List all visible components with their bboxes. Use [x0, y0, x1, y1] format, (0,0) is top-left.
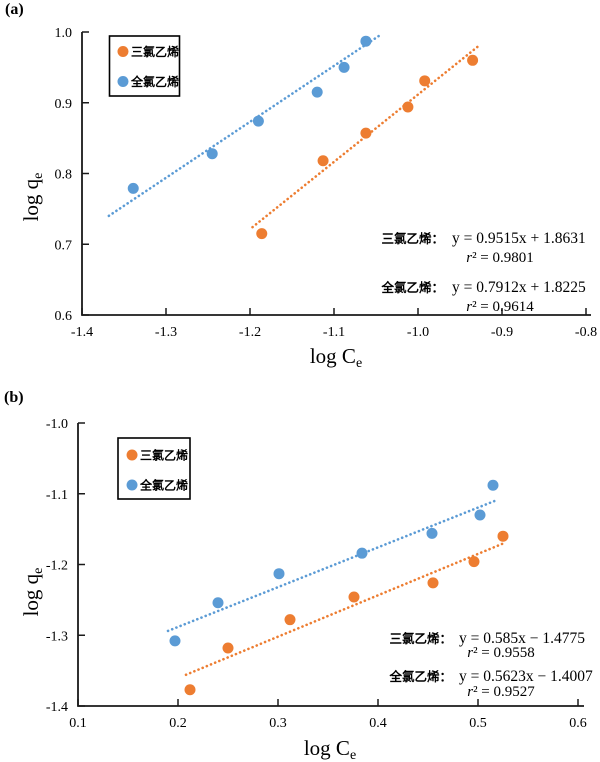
- data-point-series-0: [360, 127, 372, 139]
- data-point-series-0: [348, 591, 360, 603]
- x-tick-label: -0.8: [575, 325, 597, 340]
- legend-marker: [117, 76, 129, 87]
- annotation-r2: r² = 0.9801: [466, 250, 534, 266]
- data-point-series-0: [284, 614, 296, 626]
- trendline-series-0: [184, 540, 508, 677]
- data-point-series-1: [169, 635, 181, 647]
- y-tick-label: 0.7: [55, 238, 73, 253]
- y-tick-label: -1.3: [46, 629, 68, 644]
- x-tick-label: 0.3: [269, 716, 287, 731]
- legend-label: 三氯乙烯: [140, 448, 188, 463]
- annotation-r2: r² = 0.9558: [467, 645, 535, 661]
- scatter-plot-a: -1.4 -1.3 -1.2 -1.1 -1.0 -0.9 -0.8 0.6 0.7 0.8 0.9…: [19, 26, 597, 371]
- x-tick-label: -1.2: [239, 325, 261, 340]
- y-tick-label: -1.4: [46, 700, 68, 715]
- x-tick-label: -1.1: [323, 325, 345, 340]
- y-tick-label: -1.2: [46, 559, 68, 574]
- data-point-series-0: [222, 642, 234, 654]
- scatter-plot-b: 0.1 0.2 0.3 0.4 0.5 0.6 -1.4 -1.3 -1.2 -1.1 -1.0 lo…: [19, 417, 593, 762]
- annotation-r2: r² = 0.9614: [466, 299, 534, 315]
- data-point-series-1: [474, 509, 486, 521]
- annotation-equation: y = 0.585x − 1.4775: [459, 630, 585, 647]
- y-tick-label: -1.1: [46, 488, 68, 503]
- y-axis-title: log qe: [19, 173, 46, 222]
- trendline-series-1: [107, 32, 384, 218]
- y-axis-title: log qe: [19, 568, 46, 617]
- data-point-series-1: [338, 61, 350, 73]
- x-tick-label: -1.4: [71, 325, 93, 340]
- data-point-series-0: [402, 101, 414, 113]
- chart-panel-b: 0.1 0.2 0.3 0.4 0.5 0.6 -1.4 -1.3 -1.2 -1.1 -1.0 lo…: [0, 372, 600, 762]
- annotation-r2: r² = 0.9527: [467, 684, 535, 700]
- y-tick-label: 0.6: [55, 309, 73, 324]
- data-point-series-1: [311, 86, 323, 98]
- y-tick-label: -1.0: [46, 417, 68, 432]
- x-tick-label: 0.1: [69, 716, 87, 731]
- panel-label-b: (b): [4, 389, 24, 406]
- annotation-series-label: 全氯乙烯：: [388, 669, 452, 684]
- legend-box: [108, 35, 181, 97]
- annotation-equation: y = 0.7912x + 1.8225: [452, 279, 586, 296]
- data-point-series-1: [356, 547, 368, 559]
- panel-label-a: (a): [5, 1, 24, 18]
- data-point-series-0: [427, 577, 439, 589]
- data-point-series-0: [497, 530, 509, 542]
- legend-marker: [117, 46, 129, 57]
- x-tick-label: -0.9: [491, 325, 513, 340]
- legend-label: 三氯乙烯: [131, 44, 179, 59]
- y-tick-label: 0.8: [55, 168, 73, 183]
- legend-label: 全氯乙烯: [130, 74, 179, 89]
- data-point-series-0: [184, 684, 196, 696]
- legend-marker: [126, 479, 138, 491]
- annotation-series-label: 全氯乙烯：: [380, 280, 444, 295]
- x-tick-label: 0.5: [469, 716, 487, 731]
- legend-marker: [126, 449, 138, 461]
- x-tick-label: 0.4: [369, 716, 387, 731]
- trendline-series-1: [166, 499, 497, 633]
- x-tick-label: 0.2: [169, 716, 187, 731]
- data-point-series-1: [212, 597, 224, 609]
- data-point-series-0: [468, 556, 480, 568]
- annotation-series-label: 三氯乙烯：: [381, 231, 444, 246]
- x-tick-label: -1.0: [407, 325, 429, 340]
- x-tick-label: -1.3: [155, 325, 177, 340]
- y-tick-label: 1.0: [55, 26, 73, 41]
- data-point-series-0: [467, 54, 479, 66]
- data-point-series-1: [360, 35, 372, 47]
- data-point-series-1: [127, 182, 139, 194]
- y-tick-label: 0.9: [55, 97, 73, 112]
- annotation-series-label: 三氯乙烯：: [389, 631, 452, 646]
- annotation-equation: y = 0.9515x + 1.8631: [452, 230, 586, 247]
- data-point-series-1: [273, 568, 285, 580]
- data-point-series-0: [419, 75, 431, 87]
- data-point-series-0: [256, 228, 268, 240]
- data-point-series-1: [206, 148, 218, 160]
- data-point-series-1: [487, 479, 499, 491]
- x-axis-title: log Ce: [310, 344, 362, 371]
- annotation-equation: y = 0.5623x − 1.4007: [459, 668, 593, 685]
- data-point-series-1: [426, 527, 438, 539]
- chart-panel-a: -1.4 -1.3 -1.2 -1.1 -1.0 -0.9 -0.8 0.6 0.7 0.8 0.9…: [0, 0, 600, 372]
- x-axis-title: log Ce: [304, 736, 356, 762]
- data-point-series-0: [317, 155, 329, 167]
- data-point-series-1: [252, 115, 264, 127]
- legend-label: 全氯乙烯: [139, 478, 188, 493]
- x-tick-label: 0.6: [569, 716, 587, 731]
